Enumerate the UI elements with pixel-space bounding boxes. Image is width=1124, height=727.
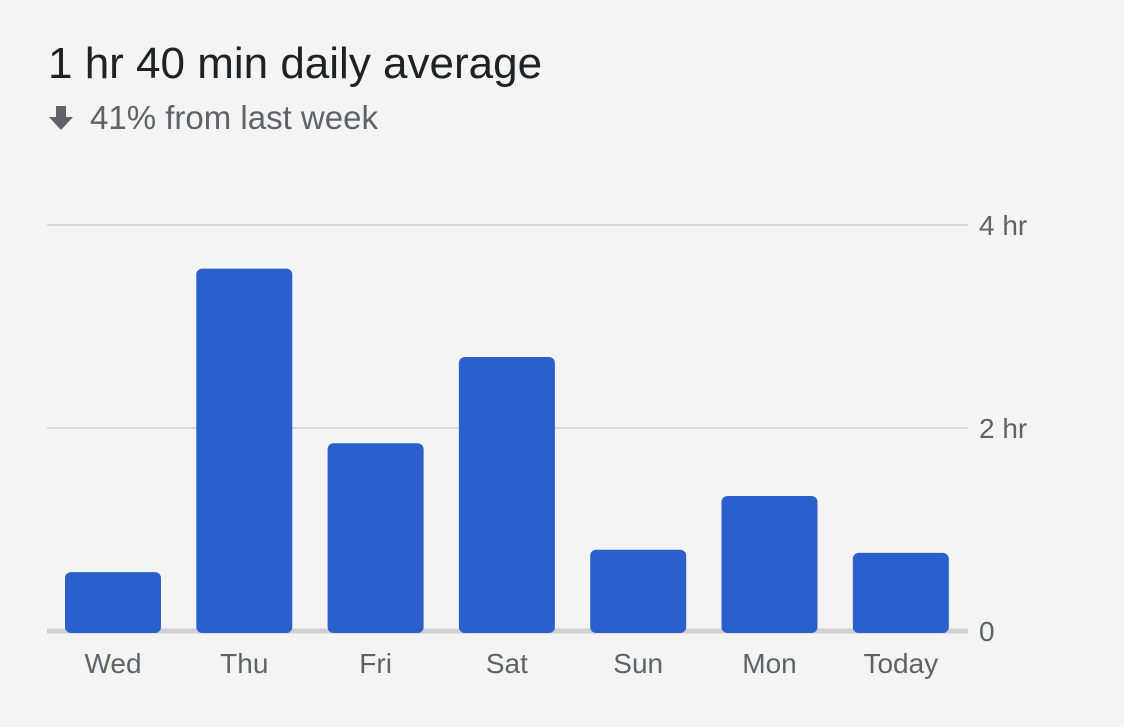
bar-thu[interactable] <box>196 268 293 633</box>
x-tick-label: Wed <box>84 648 141 679</box>
x-axis-ticks: Wed Thu Fri Sat Sun Mon Today <box>84 648 938 679</box>
y-tick-label: 2 hr <box>979 413 1027 444</box>
x-tick-label: Thu <box>220 648 268 679</box>
bar-wed[interactable] <box>65 572 161 633</box>
weekly-change-row: 41% from last week <box>48 96 542 140</box>
bar-fri[interactable] <box>327 443 424 633</box>
bar-sun[interactable] <box>590 549 687 633</box>
weekly-change-text: 41% from last week <box>90 99 378 136</box>
daily-average-title: 1 hr 40 min daily average <box>48 39 543 88</box>
y-tick-label: 0 <box>979 616 995 647</box>
bar-mon[interactable] <box>721 496 818 633</box>
x-tick-label: Today <box>863 648 938 679</box>
x-tick-label: Mon <box>742 648 796 679</box>
bar-today[interactable] <box>852 552 949 633</box>
bars <box>65 268 949 633</box>
y-axis-ticks: 0 2 hr 4 hr <box>979 210 1027 647</box>
y-tick-label: 4 hr <box>979 210 1027 241</box>
bar-sat[interactable] <box>458 356 555 633</box>
header: 1 hr 40 min daily average 41% from last … <box>48 36 542 140</box>
x-tick-label: Sun <box>613 648 663 679</box>
x-tick-label: Sat <box>486 648 528 679</box>
x-tick-label: Fri <box>359 648 392 679</box>
arrow-down-icon <box>49 106 73 130</box>
